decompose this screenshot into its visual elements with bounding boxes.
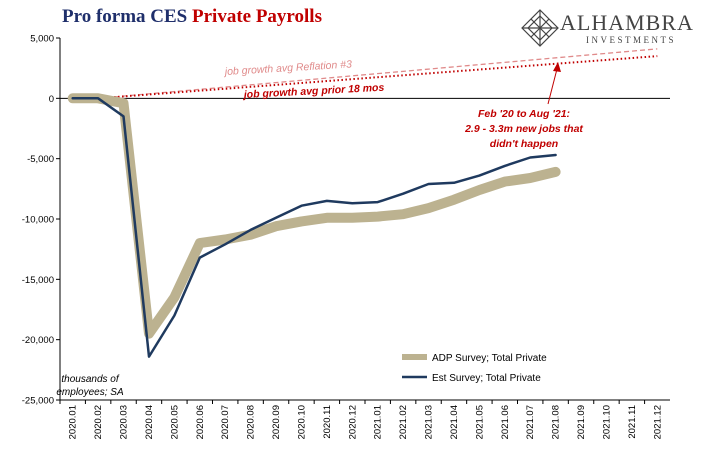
x-tick-label: 2020.12 — [347, 405, 358, 439]
x-tick-label: 2021.07 — [525, 405, 536, 439]
x-tick-label: 2020.04 — [144, 405, 155, 439]
series-line-est — [71, 97, 557, 358]
chart-title-part1: Pro forma CES — [62, 6, 188, 27]
x-tick-label: 2021.08 — [551, 405, 562, 439]
x-tick-label: 2020.09 — [271, 405, 282, 439]
legend-label-adp: ADP Survey; Total Private — [432, 353, 547, 364]
series-line-adp — [67, 93, 561, 339]
trend-line-prior — [98, 55, 658, 100]
x-tick-label: 2021.12 — [652, 405, 663, 439]
x-tick-label: 2021.09 — [576, 405, 587, 439]
x-tick-label: 2021.05 — [474, 405, 485, 439]
x-tick-label: 2020.06 — [195, 405, 206, 439]
x-tick-label: 2021.04 — [449, 405, 460, 439]
annotation-feb-line2: 2.9 - 3.3m new jobs that — [464, 123, 583, 135]
x-tick-label: 2021.02 — [398, 405, 409, 439]
x-tick-label: 2020.01 — [68, 405, 79, 439]
x-tick-label: 2020.11 — [322, 405, 333, 439]
x-tick-label: 2021.01 — [373, 405, 384, 439]
chart-title-part2: Private Payrolls — [192, 6, 322, 27]
x-tick-label: 2021.03 — [424, 405, 435, 439]
y-tick-label: -15,000 — [22, 275, 54, 286]
y-tick-label: 5,000 — [30, 34, 54, 45]
trend-line-reflation — [98, 48, 658, 99]
x-tick-label: 2020.05 — [169, 405, 180, 439]
x-tick-label: 2021.11 — [627, 405, 638, 439]
x-tick-label: 2020.02 — [93, 405, 104, 439]
units-note-line1: thousands of — [61, 374, 119, 385]
x-tick-label: 2020.10 — [296, 405, 307, 439]
diamond-lattice-icon — [521, 9, 559, 47]
annotation-feb-line1: Feb '20 to Aug '21: — [478, 108, 570, 120]
x-tick-label: 2020.08 — [246, 405, 257, 439]
logo-name: ALHAMBRA — [560, 10, 694, 35]
annotation-feb-line3: didn't happen — [490, 138, 558, 150]
y-tick-label: -10,000 — [22, 215, 54, 226]
annotation-arrow — [547, 62, 561, 105]
y-tick-label: -25,000 — [22, 396, 54, 407]
x-tick-label: 2020.03 — [119, 405, 130, 439]
logo-subtitle: INVESTMENTS — [586, 35, 676, 45]
x-tick-label: 2021.06 — [500, 405, 511, 439]
alhambra-logo: ALHAMBRA INVESTMENTS — [520, 8, 702, 48]
x-tick-label: 2021.10 — [601, 405, 612, 439]
y-tick-label: -20,000 — [22, 335, 54, 346]
legend-label-est: Est Survey; Total Private — [432, 373, 541, 384]
y-tick-label: 0 — [49, 94, 54, 105]
x-tick-label: 2020.07 — [220, 405, 231, 439]
y-tick-label: -5,000 — [27, 154, 54, 165]
annotation-reflation: job growth avg Reflation #3 — [222, 58, 352, 78]
legend: ADP Survey; Total Private Est Survey; To… — [402, 353, 547, 384]
units-note-line2: employees; SA — [56, 387, 124, 398]
chart-title: Pro forma CES Private Payrolls — [62, 6, 322, 28]
